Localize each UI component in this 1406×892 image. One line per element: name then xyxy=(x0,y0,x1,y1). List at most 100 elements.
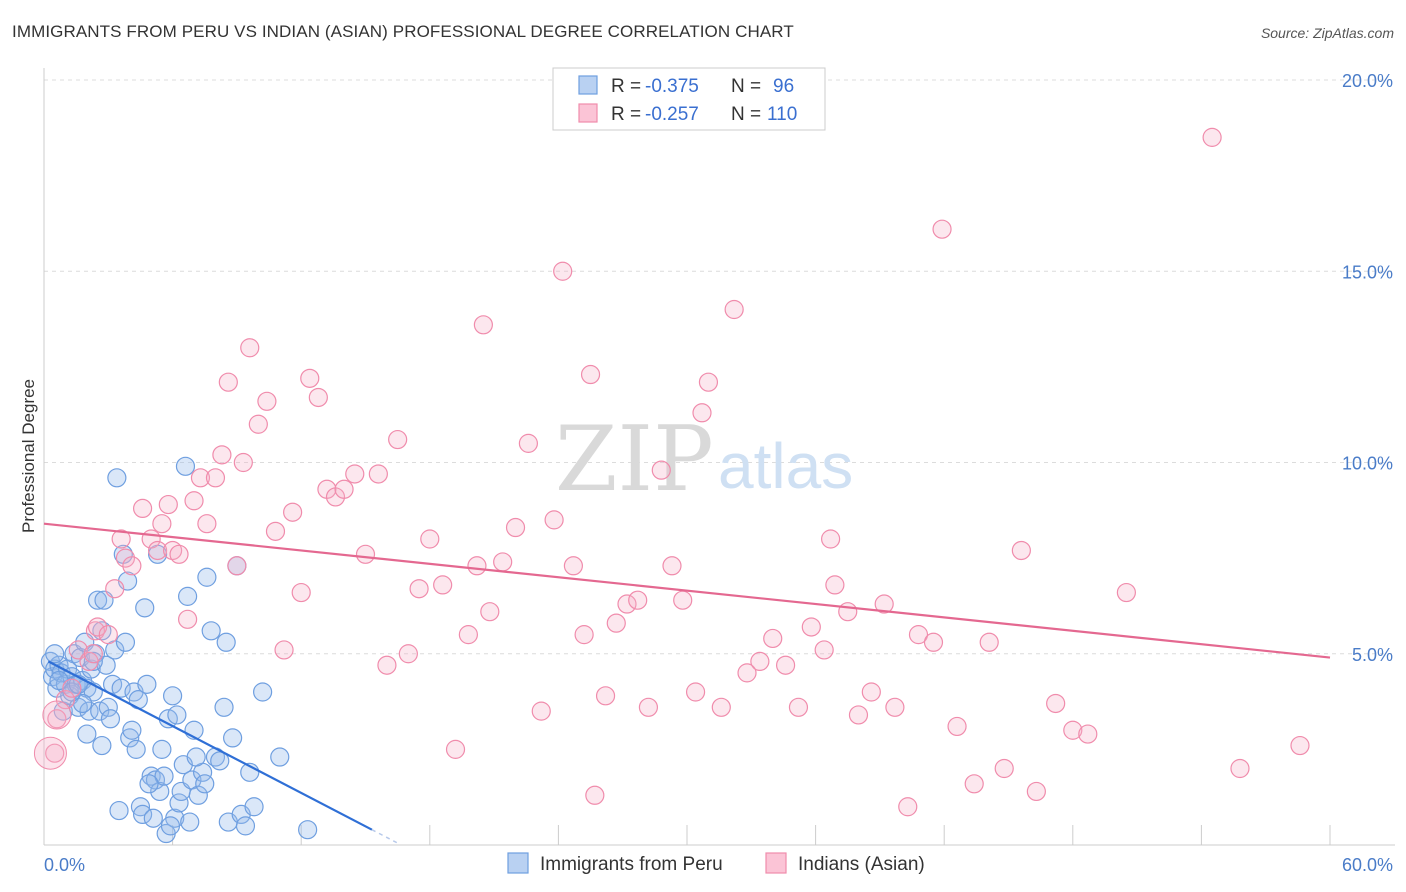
peru-point-39 xyxy=(130,797,151,817)
legend-r-value-2: -0.257 xyxy=(645,104,699,125)
peru-point-41 xyxy=(135,598,155,618)
legend-swatch-peru xyxy=(578,75,598,95)
peru-point-19 xyxy=(81,659,101,679)
indian-point-49 xyxy=(420,529,440,549)
peru-point-69 xyxy=(214,697,234,717)
indian-point-92 xyxy=(932,219,952,239)
peru-point-58 xyxy=(178,586,198,606)
indian-point-109 xyxy=(821,529,841,549)
indian-point-74 xyxy=(711,697,731,717)
watermark-zip: ZIP xyxy=(555,407,714,512)
legend-n-label-2: N = xyxy=(731,104,761,125)
indian-point-52 xyxy=(458,625,478,645)
indian-point-76 xyxy=(737,663,757,683)
indian-point-106 xyxy=(692,403,712,423)
indian-point-54 xyxy=(480,602,500,622)
indian-cluster-point xyxy=(33,736,67,770)
peru-point-48 xyxy=(152,739,172,759)
peru-point-42 xyxy=(137,674,157,694)
indian-point-75 xyxy=(724,299,744,320)
legend-n-value-2: 110 xyxy=(767,104,797,125)
legend-n-label-1: N = xyxy=(731,76,761,97)
y-tick-label-2: 15.0% xyxy=(1342,262,1393,282)
indian-point-51 xyxy=(445,739,466,759)
y-tick-label-0: 5.0% xyxy=(1352,645,1393,665)
legend-r-value-1: -0.375 xyxy=(645,76,699,97)
peru-point-62 xyxy=(188,785,208,805)
peru-point-81 xyxy=(92,735,112,756)
watermark: ZIP atlas xyxy=(555,407,853,512)
peru-point-52 xyxy=(163,686,183,706)
indian-point-67 xyxy=(628,590,648,610)
peru-point-18 xyxy=(79,701,99,721)
bottom-legend-swatch-peru xyxy=(507,852,529,874)
indian-point-35 xyxy=(283,502,303,522)
watermark-atlas: atlas xyxy=(718,430,853,502)
indian-point-98 xyxy=(1026,781,1046,802)
indian-point-78 xyxy=(763,628,783,649)
gridlines xyxy=(44,79,1395,655)
peru-point-22 xyxy=(87,590,108,610)
peru-point-54 xyxy=(169,793,189,813)
indian-point-107 xyxy=(580,364,601,385)
indian-point-26 xyxy=(212,445,232,465)
indian-point-45 xyxy=(377,655,397,675)
indian-point-46 xyxy=(388,429,408,450)
indian-point-100 xyxy=(1063,720,1083,740)
indian-point-104 xyxy=(1230,758,1250,779)
y-tick-label-1: 10.0% xyxy=(1342,454,1393,474)
peru-point-92 xyxy=(122,720,142,740)
axes xyxy=(43,68,1395,846)
indian-point-108 xyxy=(473,315,493,335)
bottom-legend: Immigrants from Peru Indians (Asian) xyxy=(507,852,925,875)
indian-point-60 xyxy=(553,261,573,281)
peru-point-71 xyxy=(223,728,243,748)
indian-point-102 xyxy=(1116,582,1136,603)
indian-point-87 xyxy=(874,594,894,614)
peru-point-87 xyxy=(160,816,181,836)
indian-point-86 xyxy=(861,682,881,702)
indian-point-101 xyxy=(1078,724,1098,744)
indian-point-73 xyxy=(698,372,719,392)
indian-point-8 xyxy=(87,617,108,637)
peru-point-31 xyxy=(111,678,131,698)
legend-r-label-1: R = xyxy=(611,76,641,97)
indian-point-18 xyxy=(158,494,178,515)
y-tick-label-3: 20.0% xyxy=(1342,71,1393,91)
indian-point-77 xyxy=(750,651,770,672)
peru-point-91 xyxy=(186,747,206,767)
indian-point-21 xyxy=(178,609,198,629)
x-tick-label-0: 0.0% xyxy=(44,855,85,875)
legend-n-value-1: 96 xyxy=(773,76,794,97)
indian-point-58 xyxy=(531,701,551,721)
indian-point-99 xyxy=(1046,693,1066,714)
peru-point-49 xyxy=(154,766,174,786)
indian-point-82 xyxy=(814,640,834,660)
legend-swatch-indian xyxy=(578,103,598,123)
indian-point-90 xyxy=(908,625,929,645)
indian-point-63 xyxy=(585,785,605,805)
top-legend: R = -0.375 N = 96 R = -0.257 N = 110 xyxy=(552,67,826,131)
indian-point-83 xyxy=(825,575,845,595)
peru-point-59 xyxy=(180,812,200,832)
peru-point-68 xyxy=(210,751,230,771)
peru-point-64 xyxy=(195,774,215,794)
indian-point-55 xyxy=(493,552,513,572)
indian-point-81 xyxy=(801,617,821,637)
indian-point-88 xyxy=(885,697,905,717)
indian-point-79 xyxy=(775,655,796,675)
indian-point-53 xyxy=(467,556,487,576)
peru-point-85 xyxy=(77,724,97,744)
indian-point-10 xyxy=(105,579,125,599)
indian-point-29 xyxy=(233,452,253,473)
peru-point-27 xyxy=(98,697,118,717)
peru-point-33 xyxy=(115,632,136,652)
peru-point-37 xyxy=(126,739,146,759)
peru-point-35 xyxy=(120,728,140,748)
peru-point-93 xyxy=(83,651,103,672)
indian-point-2 xyxy=(55,690,76,710)
indian-point-103 xyxy=(1202,127,1222,147)
indian-point-89 xyxy=(898,797,918,817)
indian-point-14 xyxy=(132,498,153,518)
peru-point-77 xyxy=(253,682,273,702)
